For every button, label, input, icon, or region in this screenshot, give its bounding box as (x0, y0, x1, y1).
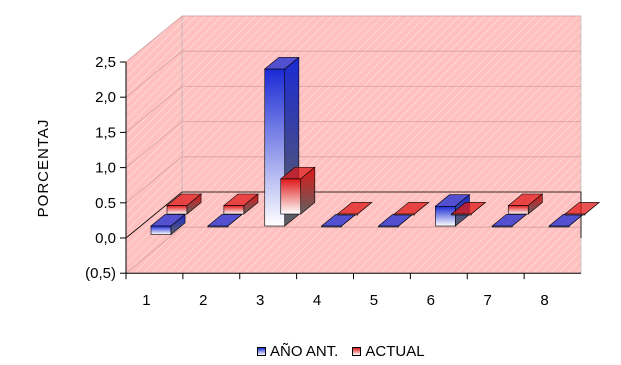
floor-wall-texture (126, 227, 581, 274)
chart-walls (125, 15, 582, 274)
y-tick-labels: (0,5) 0,0 0.5 1,0 1,5 2,0 2,5 (85, 54, 116, 282)
bar-side (170, 213, 186, 236)
bar-front (150, 225, 172, 235)
x-tick-label: 3 (256, 292, 264, 309)
bar-front (280, 178, 302, 215)
x-tick-label: 5 (370, 292, 378, 309)
bar-side (414, 202, 429, 215)
bar-front (435, 205, 456, 227)
legend-label-actual: ACTUAL (365, 343, 425, 360)
y-tick-label: 0.5 (95, 195, 116, 212)
legend-swatch-actual (352, 347, 362, 356)
bar-front (507, 205, 529, 215)
y-tick-label: 0,0 (95, 230, 116, 247)
bar-actual (166, 193, 202, 215)
x-tick-label: 4 (313, 292, 321, 309)
bar-actual (507, 193, 544, 215)
chart-axes (120, 61, 581, 280)
y-axis-title: PORCENTAJ (35, 119, 52, 218)
bar-front (166, 205, 188, 215)
legend-label-ano-ant: AÑO ANT. (270, 343, 339, 360)
x-tick-label: 1 (142, 292, 150, 309)
bar-side (243, 193, 259, 215)
x-tick-label: 6 (427, 292, 435, 309)
bar-side (584, 202, 600, 215)
bar-actual (279, 166, 316, 215)
x-tick-label: 8 (540, 292, 548, 309)
bar-ano-ant (150, 213, 186, 236)
bar-ano-ant (207, 214, 243, 228)
legend-item-ano-ant: AÑO ANT. (257, 343, 338, 360)
bar-side (527, 193, 543, 215)
bar-actual (393, 202, 430, 216)
y-tick-label: (0,5) (85, 265, 116, 282)
bar-actual (223, 193, 259, 215)
gridline (125, 50, 581, 98)
x-tick-label: 7 (484, 292, 492, 309)
y-tick-label: 1,5 (95, 124, 116, 141)
bar-side (357, 202, 372, 215)
gridline (125, 15, 581, 63)
bar-actual (336, 202, 373, 216)
legend-item-actual: ACTUAL (352, 343, 425, 360)
bar-front (223, 205, 245, 215)
bar-actual (450, 202, 487, 216)
gridline (125, 86, 581, 133)
gridline (125, 156, 581, 204)
bar-ano-ant (491, 214, 528, 228)
chart-legend: AÑO ANT. ACTUAL (257, 343, 433, 360)
gridline (125, 226, 581, 274)
chart-bars (150, 56, 601, 236)
x-tick-labels: 1 2 3 4 5 6 7 8 (142, 292, 548, 309)
bar-side (471, 202, 486, 215)
y-tick-label: 1,0 (95, 160, 116, 177)
y-tick-label: 2,0 (95, 89, 116, 106)
bar-actual (564, 202, 601, 216)
bar-side (227, 214, 243, 227)
legend-swatch-ano-ant (257, 347, 266, 356)
bar-side (512, 214, 527, 227)
y-tick-label: 2,5 (95, 54, 116, 71)
gridline (125, 121, 581, 168)
x-tick-label: 2 (199, 292, 207, 309)
bar-side (186, 193, 202, 215)
bar-side (300, 166, 316, 215)
chart-gridlines (125, 15, 582, 274)
